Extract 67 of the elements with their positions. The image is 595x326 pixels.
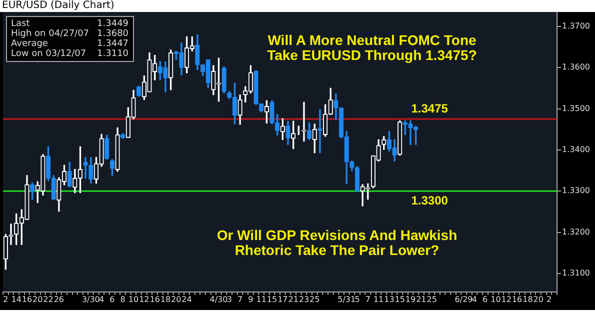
x-tick-label: 7 — [365, 294, 370, 304]
x-tick-label: 26 — [54, 294, 64, 304]
x-tick-label: 21 — [288, 294, 298, 304]
x-tick-label: 12 — [501, 294, 512, 304]
annotation: Take EURUSD Through 1.3475? — [267, 47, 477, 63]
annotation: 1.3449 — [97, 19, 129, 29]
y-tick-label: 1.3100 — [562, 268, 590, 278]
annotation: 1.3680 — [97, 29, 129, 39]
x-tick-label: 10 — [128, 294, 139, 304]
x-tick-label: 12 — [139, 294, 150, 304]
x-tick-label: 23 — [298, 294, 310, 304]
x-tick-label: 18 — [160, 294, 171, 304]
annotation: Rhetoric Take The Pair Lower? — [234, 242, 440, 258]
annotation: 1.3447 — [97, 39, 129, 49]
x-tick-label: 5 — [354, 294, 360, 304]
x-tick-label: 11 — [256, 294, 266, 304]
annotation: 1.3110 — [97, 49, 129, 59]
x-tick-label: 15 — [394, 294, 405, 304]
x-tick-label: 3 — [226, 294, 232, 304]
x-tick-label: 9 — [248, 294, 254, 304]
x-tick-label: 4/30 — [210, 294, 228, 304]
ref-line-label: 1.3475 — [411, 101, 448, 116]
x-tick-label: 6 — [482, 294, 488, 304]
x-tick-label: 11 — [373, 294, 384, 304]
x-tick-label: 17 — [278, 294, 288, 304]
x-tick-label: 4 — [99, 294, 104, 304]
x-tick-label: 20 — [171, 294, 182, 304]
x-tick-label: 20 — [32, 294, 43, 304]
y-tick-label: 1.3400 — [562, 145, 590, 154]
x-tick-label: 25 — [426, 294, 437, 304]
x-tick-label: 16 — [150, 294, 160, 304]
annotation: Or Will GDP Revisions And Hawkish — [216, 227, 458, 243]
x-tick-label: 16 — [22, 294, 32, 304]
y-tick-label: 1.3300 — [562, 186, 590, 196]
x-tick-label: 8 — [120, 294, 126, 304]
x-tick-label: 7 — [238, 294, 243, 304]
y-tick-label: 1.3600 — [562, 62, 590, 72]
x-tick-label: 25 — [310, 294, 320, 304]
x-tick-label: 13 — [384, 294, 394, 304]
x-tick-label: 5/31 — [338, 294, 356, 304]
x-tick-label: 22 — [43, 294, 54, 304]
x-tick-label: 3/30 — [82, 294, 100, 304]
annotation: Average — [11, 39, 49, 49]
x-tick-label: 2 — [3, 294, 8, 304]
annotation: High on 04/27/07 — [11, 29, 90, 39]
x-tick-label: 2 — [546, 294, 552, 304]
y-tick-label: 1.3700 — [562, 21, 590, 30]
x-tick-label: 15 — [266, 294, 278, 304]
x-tick-label: 21 — [416, 294, 426, 304]
x-tick-label: 10 — [490, 294, 501, 304]
x-tick-label: 16 — [512, 294, 522, 304]
x-tick-label: 20 — [533, 294, 544, 304]
y-tick-label: 1.3200 — [562, 227, 590, 236]
x-tick-label: 6/29 — [454, 294, 473, 304]
chart-title: EUR/USD (Daily Chart) — [2, 0, 114, 12]
x-tick-label: 19 — [405, 294, 416, 304]
annotation: Low on 03/12/07 — [11, 49, 88, 59]
x-tick-label: 6 — [110, 294, 115, 304]
x-tick-label: 24 — [182, 294, 192, 304]
annotation: Will A More Neutral FOMC Tone — [267, 32, 477, 48]
ref-line-label: 1.3300 — [411, 193, 448, 208]
x-tick-label: 4 — [472, 294, 477, 304]
x-tick-label: 14 — [11, 294, 22, 304]
candlestick — [318, 109, 322, 154]
annotation: Last — [11, 19, 31, 29]
y-tick-label: 1.3500 — [562, 104, 590, 113]
x-tick-label: 18 — [522, 294, 533, 304]
